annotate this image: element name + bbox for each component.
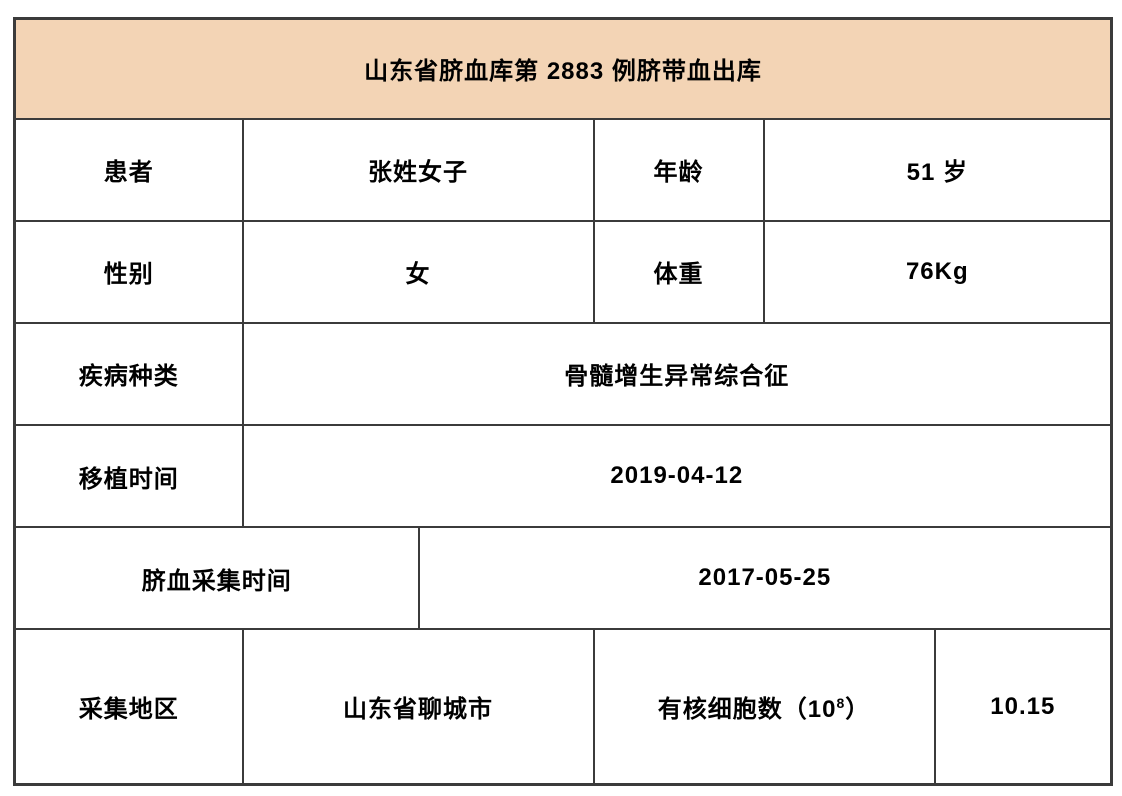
cell-weight-value: 76Kg <box>762 219 1113 324</box>
cell-collection-date-label: 脐血采集时间 <box>13 526 420 631</box>
cell-nucleated-cells-label: 有核细胞数（108） <box>592 628 936 786</box>
cord-blood-record-table: 山东省脐血库第 2883 例脐带血出库 患者 张姓女子 年龄 51 岁 性别 女… <box>13 17 1114 786</box>
table-row: 采集地区 山东省聊城市 有核细胞数（108） 10.15 <box>13 628 1113 786</box>
nucleated-cells-label-post: ） <box>845 696 871 724</box>
cell-age-label: 年龄 <box>592 117 765 222</box>
cell-nucleated-cells-value: 10.15 <box>933 628 1113 786</box>
nucleated-cells-label-pre: 有核细胞数（10 <box>657 696 837 724</box>
cell-region-label: 采集地区 <box>13 628 244 786</box>
cell-age-value: 51 岁 <box>762 117 1113 222</box>
cell-weight-label: 体重 <box>592 219 765 324</box>
cell-patient-value: 张姓女子 <box>241 117 595 222</box>
cell-gender-label: 性别 <box>13 219 244 324</box>
cell-transplant-date-value: 2019-04-12 <box>241 423 1113 529</box>
cell-gender-value: 女 <box>241 219 595 324</box>
table-row: 性别 女 体重 76Kg <box>13 219 1113 324</box>
cell-collection-date-value: 2017-05-25 <box>417 526 1113 631</box>
table-row: 山东省脐血库第 2883 例脐带血出库 <box>13 17 1113 120</box>
table-title: 山东省脐血库第 2883 例脐带血出库 <box>13 17 1113 120</box>
table-row: 移植时间 2019-04-12 <box>13 423 1113 529</box>
cell-transplant-date-label: 移植时间 <box>13 423 244 529</box>
nucleated-cells-exponent: 8 <box>836 695 846 712</box>
table-row: 脐血采集时间 2017-05-25 <box>13 526 1113 631</box>
cell-disease-value: 骨髓增生异常综合征 <box>241 321 1113 427</box>
cell-patient-label: 患者 <box>13 117 244 222</box>
table-row: 患者 张姓女子 年龄 51 岁 <box>13 117 1113 222</box>
cell-disease-label: 疾病种类 <box>13 321 244 427</box>
cell-region-value: 山东省聊城市 <box>241 628 595 786</box>
table-row: 疾病种类 骨髓增生异常综合征 <box>13 321 1113 427</box>
